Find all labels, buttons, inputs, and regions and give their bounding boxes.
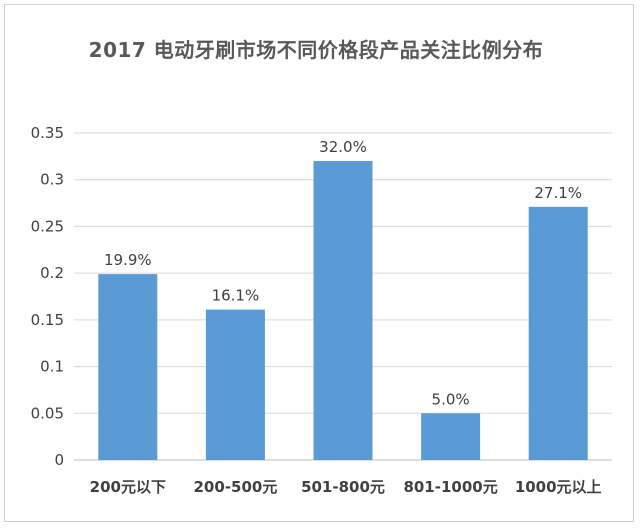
data-label: 32.0% <box>319 138 367 156</box>
bar <box>313 161 373 460</box>
bar <box>528 206 588 460</box>
y-tick-label: 0.25 <box>31 217 64 235</box>
data-labels: 19.9% 16.1% 32.0% 5.0% 27.1% <box>104 138 582 408</box>
bar <box>205 309 265 460</box>
data-label: 19.9% <box>104 251 152 269</box>
x-category-label: 200-500元 <box>193 478 277 496</box>
x-category-label: 801-1000元 <box>403 478 497 496</box>
bar <box>421 413 481 460</box>
data-label: 16.1% <box>212 287 260 305</box>
bars <box>98 161 588 460</box>
y-tick-label: 0.1 <box>40 358 64 376</box>
x-category-label: 1000元以上 <box>515 478 602 496</box>
bar <box>98 274 158 460</box>
x-category-label: 501-800元 <box>301 478 385 496</box>
y-tick-label: 0 <box>54 451 64 469</box>
x-category-label: 200元以下 <box>90 478 166 496</box>
y-tick-label: 0.35 <box>31 124 64 142</box>
data-label: 5.0% <box>432 390 470 408</box>
y-tick-label: 0.05 <box>31 404 64 422</box>
x-axis-categories: 200元以下 200-500元 501-800元 801-1000元 1000元以上 <box>90 478 602 496</box>
chart-title: 2017 电动牙刷市场不同价格段产品关注比例分布 <box>88 38 544 62</box>
y-tick-label: 0.2 <box>40 264 64 282</box>
y-tick-label: 0.15 <box>31 311 64 329</box>
y-axis-ticks: 0 0.05 0.1 0.15 0.2 0.25 0.3 0.35 <box>31 124 64 469</box>
y-tick-label: 0.3 <box>40 171 64 189</box>
data-label: 27.1% <box>534 184 582 202</box>
